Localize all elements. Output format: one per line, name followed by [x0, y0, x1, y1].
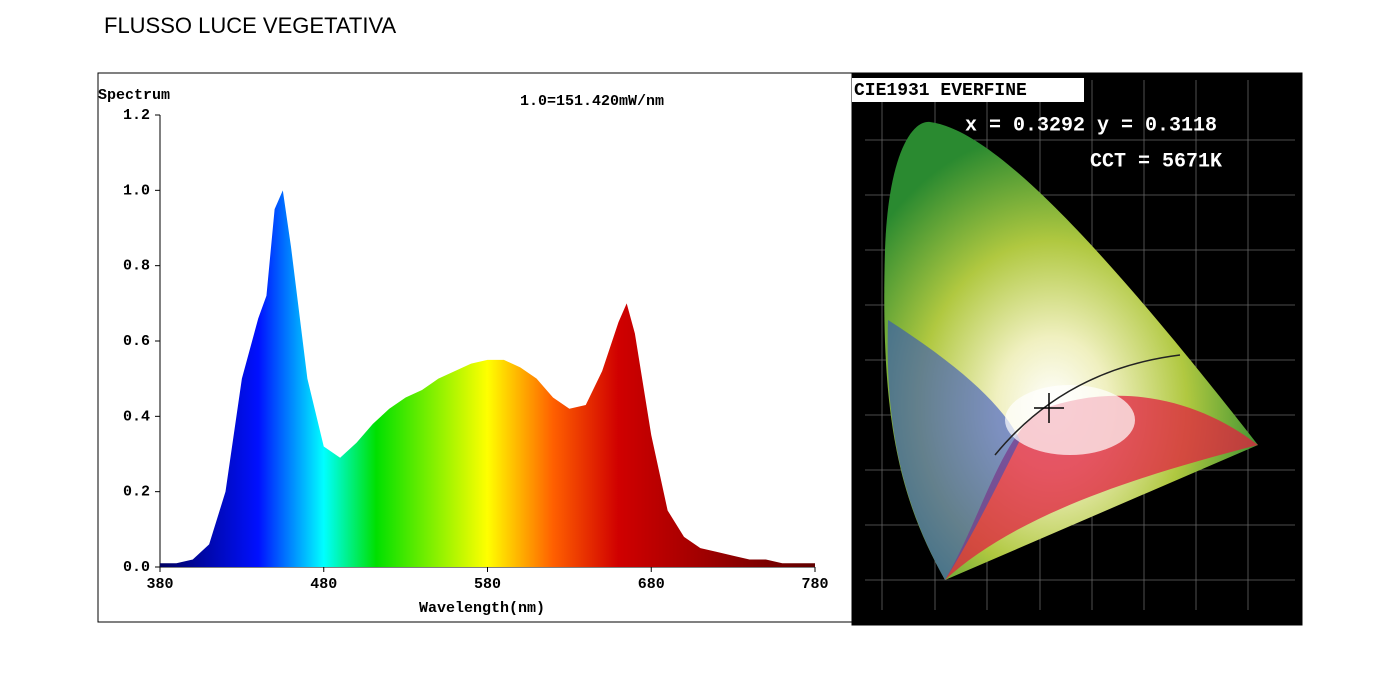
y-tick-label: 1.2	[123, 107, 150, 124]
y-tick-label: 0.6	[123, 333, 150, 350]
x-axis-label: Wavelength(nm)	[419, 600, 545, 617]
x-tick-label: 580	[474, 576, 501, 593]
y-tick-label: 0.4	[123, 408, 150, 425]
cie-title-bg	[852, 78, 1084, 102]
x-tick-label: 380	[146, 576, 173, 593]
y-tick-label: 0.0	[123, 559, 150, 576]
cie-blue-region	[887, 320, 1020, 580]
x-tick-label: 780	[801, 576, 828, 593]
spectrum-chart: Spectrum 1.0=151.420mW/nm Wavelength(nm)…	[98, 87, 829, 617]
spectrum-area	[160, 190, 815, 568]
annotation: 1.0=151.420mW/nm	[520, 93, 664, 110]
y-tick-label: 1.0	[123, 182, 150, 199]
cie-panel: CIE1931 EVERFINE x = 0.3292 y = 0.3118 C…	[851, 72, 1303, 626]
cie-white-point	[1005, 385, 1135, 455]
cie-cct: CCT = 5671K	[1090, 150, 1222, 173]
planckian-locus	[994, 354, 1181, 456]
page-title: FLUSSO LUCE VEGETATIVA	[104, 13, 397, 38]
cie-coords: x = 0.3292 y = 0.3118	[965, 114, 1217, 137]
x-tick-label: 680	[638, 576, 665, 593]
y-tick-label: 0.2	[123, 484, 150, 501]
x-tick-label: 480	[310, 576, 337, 593]
y-axis-label: Spectrum	[98, 87, 170, 104]
cie-title: CIE1931 EVERFINE	[854, 81, 1027, 101]
y-tick-label: 0.8	[123, 258, 150, 275]
